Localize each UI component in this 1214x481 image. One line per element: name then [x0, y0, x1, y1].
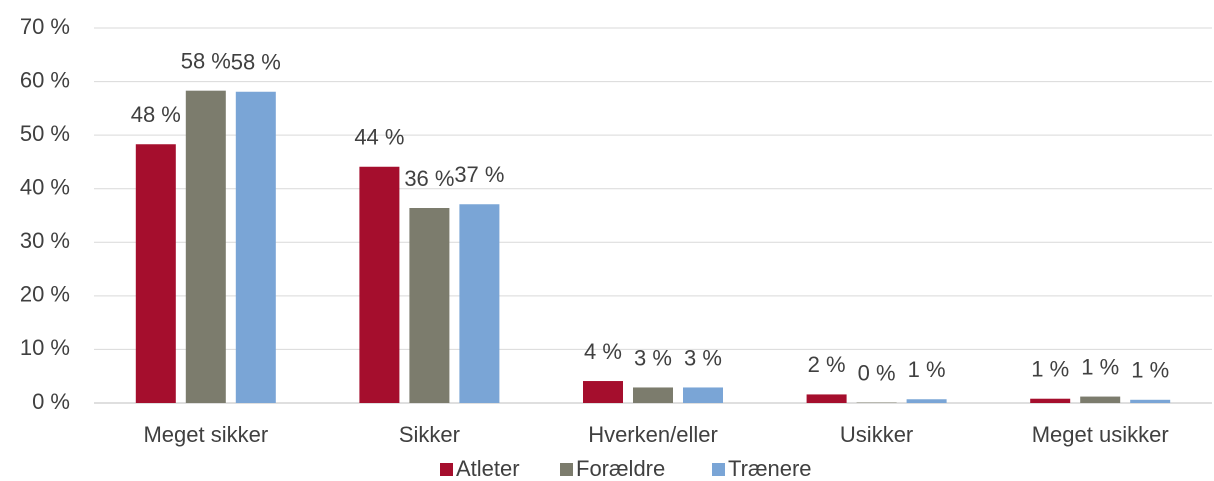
value-label: 3 %: [684, 345, 722, 370]
bar: [1030, 398, 1071, 403]
legend-label: Atleter: [456, 456, 520, 481]
y-tick-label: 50 %: [20, 121, 70, 146]
value-label: 1 %: [908, 357, 946, 382]
bar: [459, 204, 500, 403]
value-label: 3 %: [634, 345, 672, 370]
bar: [409, 208, 450, 403]
bar: [856, 402, 897, 403]
x-tick-label: Sikker: [399, 422, 460, 447]
value-label: 1 %: [1081, 354, 1119, 379]
x-tick-label: Hverken/eller: [588, 422, 718, 447]
bar: [633, 387, 673, 403]
bar: [806, 394, 847, 403]
legend-swatch: [440, 463, 453, 476]
value-label: 44 %: [354, 125, 404, 150]
x-tick-label: Usikker: [840, 422, 913, 447]
legend-label: Forældre: [576, 456, 665, 481]
value-label: 4 %: [584, 339, 622, 364]
value-label: 58 %: [181, 48, 231, 73]
legend-swatch: [712, 463, 725, 476]
bar: [906, 399, 947, 403]
y-tick-label: 20 %: [20, 282, 70, 307]
bar: [1130, 399, 1171, 403]
value-label: 1 %: [1031, 357, 1069, 382]
bar: [135, 144, 176, 403]
value-label: 37 %: [454, 162, 504, 187]
value-label: 2 %: [808, 352, 846, 377]
value-label: 48 %: [131, 102, 181, 127]
y-tick-label: 70 %: [20, 14, 70, 39]
y-tick-label: 30 %: [20, 228, 70, 253]
value-label: 58 %: [231, 50, 281, 75]
legend-swatch: [560, 463, 573, 476]
x-tick-label: Meget sikker: [143, 422, 268, 447]
x-tick-label: Meget usikker: [1032, 422, 1169, 447]
bar: [185, 90, 226, 403]
y-tick-label: 0 %: [32, 389, 70, 414]
bar: [1080, 396, 1121, 403]
bar: [583, 381, 623, 403]
bar: [359, 166, 400, 403]
bar: [235, 91, 276, 403]
value-label: 1 %: [1131, 358, 1169, 383]
value-label: 36 %: [404, 166, 454, 191]
y-tick-label: 10 %: [20, 335, 70, 360]
value-label: 0 %: [858, 360, 896, 385]
y-tick-label: 40 %: [20, 175, 70, 200]
y-tick-label: 60 %: [20, 67, 70, 92]
legend-label: Trænere: [728, 456, 812, 481]
bar: [683, 387, 723, 403]
